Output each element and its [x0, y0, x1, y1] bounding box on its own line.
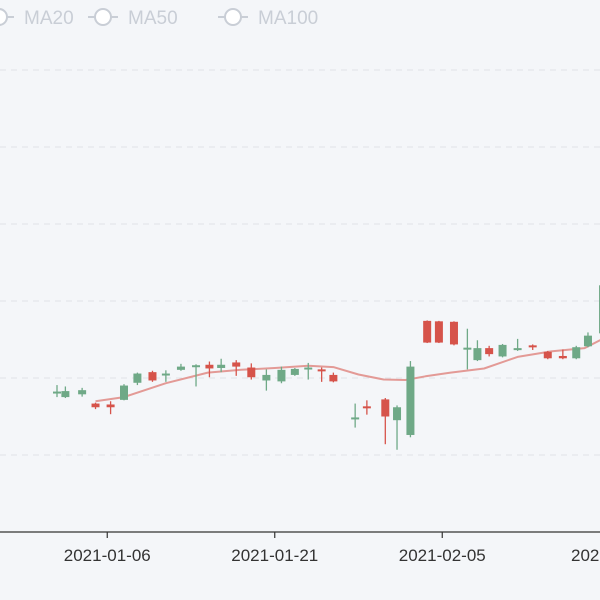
legend-label: MA20 [24, 8, 74, 29]
candle [449, 321, 458, 346]
candle [304, 362, 313, 380]
ma-line [95, 339, 600, 403]
x-tick-label: 2021-01-06 [64, 546, 151, 565]
candle [53, 385, 61, 398]
candle [362, 400, 371, 415]
candle [148, 370, 157, 382]
candle [513, 338, 522, 351]
candle-body [473, 348, 482, 361]
candle [473, 340, 482, 362]
candle [393, 405, 402, 450]
candle [543, 350, 552, 360]
candle-body [133, 373, 142, 383]
legend-circle-icon [224, 8, 242, 26]
candle-body [329, 374, 338, 382]
candle-body [148, 372, 157, 381]
candle [329, 372, 338, 383]
candle-body [583, 335, 592, 347]
candle [161, 370, 170, 382]
candle-body [290, 368, 299, 375]
candle [247, 363, 256, 380]
candle [205, 361, 214, 378]
candle [528, 344, 537, 350]
candle-body [277, 369, 286, 382]
legend-label: MA50 [128, 8, 178, 29]
candle [176, 363, 185, 371]
candle [91, 402, 100, 410]
legend-label: MA100 [258, 8, 318, 29]
candle-body [232, 362, 241, 367]
legend-item-ma20[interactable]: MA20 [0, 8, 74, 29]
candle-body [351, 417, 360, 420]
candle-body [262, 374, 271, 381]
candle-body [53, 391, 61, 394]
candle [583, 332, 592, 348]
candle-body [317, 369, 326, 372]
legend-circle-icon [0, 8, 8, 26]
candle [232, 360, 241, 376]
candle [317, 367, 326, 382]
candle-body [106, 404, 115, 408]
candle-body [381, 399, 390, 417]
candle-body [362, 406, 371, 409]
candle [381, 398, 390, 445]
x-axis: 2021-01-06 2021-01-21 2021-02-05 2021-03-0 [0, 531, 600, 565]
candle-body [247, 367, 256, 378]
candle-body [485, 348, 494, 355]
candle [406, 361, 415, 438]
candle [262, 369, 271, 391]
legend: MA20 MA50 MA100 [0, 8, 318, 29]
candle-body [572, 347, 581, 359]
candle [558, 349, 567, 360]
candle [485, 345, 494, 357]
candle-body [393, 407, 402, 421]
candle [192, 364, 201, 387]
candle [133, 372, 142, 386]
candle-body [120, 385, 128, 400]
candle [463, 328, 472, 370]
candle [120, 384, 128, 401]
ma-line-layer [95, 339, 600, 403]
candle-body [78, 390, 87, 395]
x-tick-label: 2021-02-05 [399, 546, 486, 565]
candle-body [176, 366, 185, 370]
candle [78, 387, 87, 397]
grid-lines [0, 69, 600, 456]
candle [277, 366, 286, 384]
candle-body [304, 367, 313, 370]
candle [351, 403, 360, 428]
candle [498, 343, 507, 358]
x-tick-label: 2021-03-0 [571, 546, 600, 565]
candle [572, 345, 581, 360]
candle [217, 358, 226, 373]
candle-body [558, 355, 567, 359]
x-tick-label: 2021-01-21 [231, 546, 318, 565]
candle-body [434, 321, 443, 343]
candle [106, 401, 115, 415]
candle-body [543, 351, 552, 359]
candle-body [161, 373, 170, 376]
candle [61, 386, 70, 399]
candle-body [192, 365, 201, 368]
candles-layer [53, 285, 600, 450]
candle-body [528, 345, 537, 348]
legend-item-ma50[interactable]: MA50 [88, 8, 178, 29]
candle [290, 367, 299, 376]
candle-body [423, 320, 432, 343]
legend-circle-icon [94, 8, 112, 26]
candle-body [61, 391, 70, 398]
candle-body [91, 403, 100, 408]
candle-body [498, 344, 507, 357]
candle-body [217, 364, 226, 368]
legend-item-ma100[interactable]: MA100 [218, 8, 318, 29]
candle-body [449, 321, 458, 345]
candle-body [205, 364, 214, 369]
candle [423, 320, 432, 344]
candle-body [463, 347, 472, 350]
candle-body [513, 348, 522, 351]
candle-body [406, 366, 415, 435]
candle [434, 320, 443, 344]
